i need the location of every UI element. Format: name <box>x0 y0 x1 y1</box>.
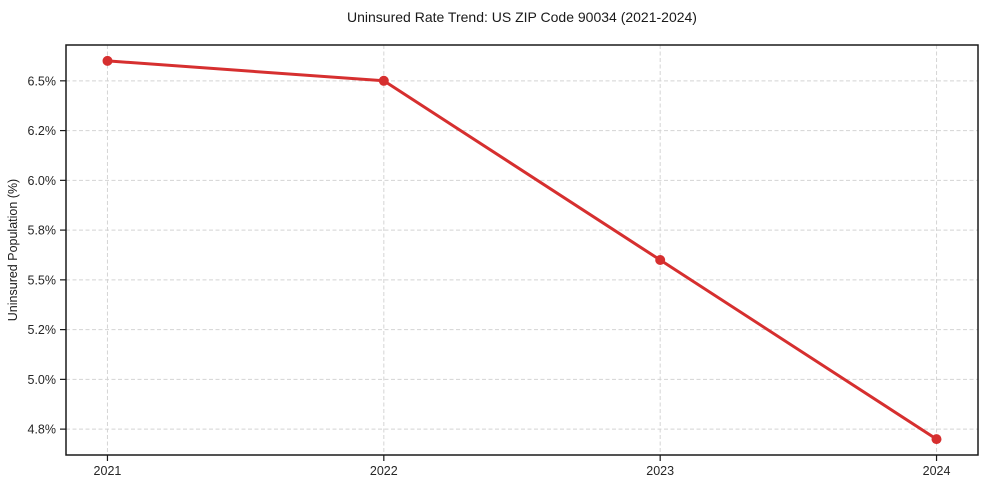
chart-title: Uninsured Rate Trend: US ZIP Code 90034 … <box>347 9 697 25</box>
x-tick-label: 2024 <box>923 464 951 478</box>
y-tick-label: 5.2% <box>28 323 57 337</box>
y-tick-label: 5.0% <box>28 373 57 387</box>
plot-border <box>65 44 979 456</box>
y-tick-label: 5.8% <box>28 224 57 238</box>
data-point-marker <box>102 55 113 66</box>
y-tick-label: 6.0% <box>28 174 57 188</box>
plot-area: 2021 2022 2023 2024 4.8% 5.0% 5.2% 5.5% 5.8% 6.0%… <box>28 44 979 478</box>
x-tick-label: 2022 <box>370 464 398 478</box>
x-tick-label: 2023 <box>646 464 674 478</box>
trend-line <box>106 59 938 441</box>
data-point-marker <box>655 255 666 265</box>
y-tick-label: 6.2% <box>28 124 57 138</box>
y-tick-label: 4.8% <box>28 423 57 437</box>
x-tick-label: 2021 <box>94 464 122 478</box>
data-point-marker <box>378 75 389 86</box>
y-tick-label: 5.5% <box>28 273 57 287</box>
y-axis-label: Uninsured Population (%) <box>6 179 20 321</box>
y-tick-label: 6.5% <box>28 74 57 88</box>
data-point-marker <box>931 434 942 445</box>
